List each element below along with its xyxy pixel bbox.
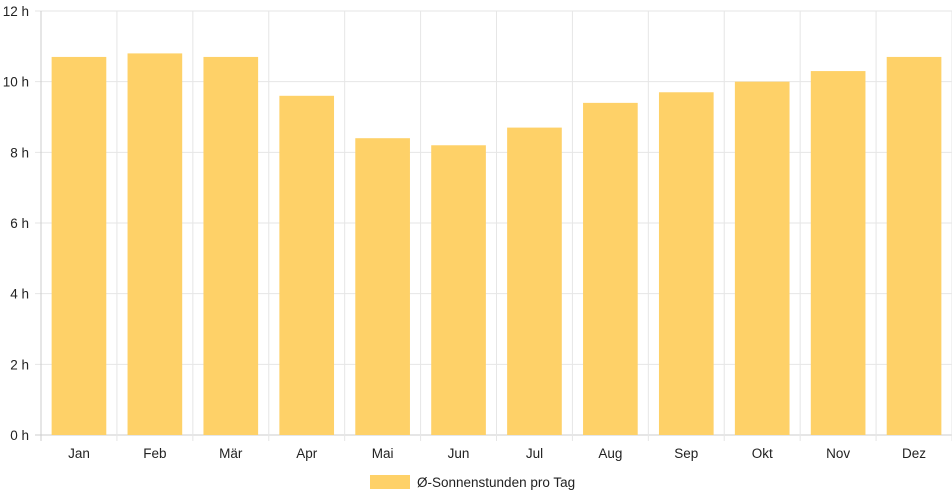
- x-tick-label: Mär: [219, 446, 243, 461]
- y-tick-label: 0 h: [10, 428, 29, 443]
- bar-Apr[interactable]: [279, 95, 335, 436]
- x-axis-ticks: Jan Feb Mär Apr Mai Jun Jul Aug Sep Okt Nov Dez: [68, 446, 926, 461]
- y-tick-label: 4 h: [10, 287, 29, 302]
- bar-Aug[interactable]: [583, 102, 638, 435]
- bar-Nov[interactable]: [810, 71, 866, 436]
- y-axis-ticks: 0 h 2 h 4 h 6 h 8 h 10 h 12 h: [3, 4, 29, 443]
- y-tick-label: 12 h: [3, 4, 29, 19]
- x-tick-label: Jan: [68, 446, 90, 461]
- x-tick-label: Feb: [143, 446, 166, 461]
- legend[interactable]: Ø-Sonnenstunden pro Tag: [370, 475, 575, 490]
- y-tick-label: 2 h: [10, 357, 29, 372]
- bar-Jul[interactable]: [507, 127, 562, 435]
- bar-Dez[interactable]: [886, 56, 942, 435]
- bar-Mär[interactable]: [203, 56, 259, 435]
- bar-Jan[interactable]: [51, 56, 107, 435]
- x-tick-label: Sep: [674, 446, 698, 461]
- bar-Feb[interactable]: [127, 53, 183, 436]
- grid-lines: [35, 10, 952, 441]
- bar-Jun[interactable]: [431, 145, 486, 435]
- bar-Mai[interactable]: [355, 138, 410, 435]
- y-tick-label: 6 h: [10, 216, 29, 231]
- x-tick-label: Apr: [296, 446, 318, 461]
- y-tick-label: 8 h: [10, 145, 29, 160]
- y-tick-label: 10 h: [3, 75, 29, 90]
- x-tick-label: Aug: [598, 446, 622, 461]
- bar-Sep[interactable]: [658, 92, 714, 436]
- x-tick-label: Nov: [826, 446, 850, 461]
- x-tick-label: Jun: [448, 446, 470, 461]
- legend-label: Ø-Sonnenstunden pro Tag: [417, 475, 575, 490]
- x-tick-label: Okt: [752, 446, 773, 461]
- legend-swatch: [370, 475, 410, 489]
- x-tick-label: Jul: [526, 446, 543, 461]
- bars: [51, 53, 942, 436]
- x-tick-label: Dez: [902, 446, 926, 461]
- bar-Okt[interactable]: [734, 81, 790, 436]
- x-tick-label: Mai: [372, 446, 394, 461]
